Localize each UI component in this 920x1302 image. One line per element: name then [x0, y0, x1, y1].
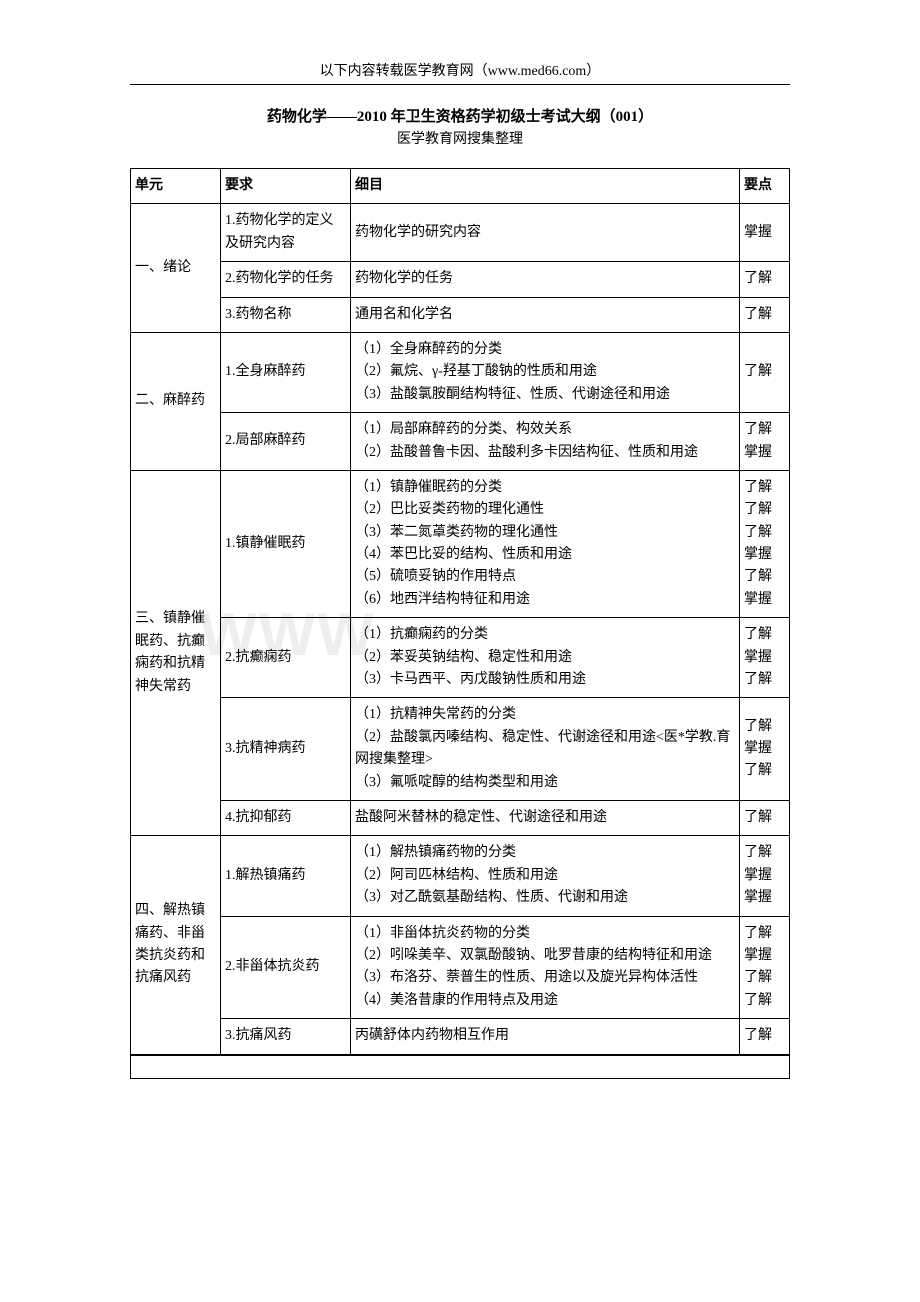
cell-point: 了解 掌握 掌握: [740, 836, 790, 916]
cell-req: 1.全身麻醉药: [221, 332, 351, 412]
table-row: 三、镇静催眠药、抗癫痫药和抗精神失常药1.镇静催眠药（1）镇静催眠药的分类 （2…: [131, 470, 790, 617]
cell-req: 3.抗精神病药: [221, 698, 351, 801]
cell-req: 1.镇静催眠药: [221, 470, 351, 617]
table-row: 3.药物名称通用名和化学名了解: [131, 297, 790, 332]
cell-detail: （1）抗癫痫药的分类 （2）苯妥英钠结构、稳定性和用途 （3）卡马西平、丙戊酸钠…: [351, 618, 740, 698]
cell-unit: 二、麻醉药: [131, 332, 221, 470]
cell-point: 了解 掌握 了解: [740, 698, 790, 801]
cell-req: 2.非甾体抗炎药: [221, 916, 351, 1019]
cell-detail: 盐酸阿米替林的稳定性、代谢途径和用途: [351, 800, 740, 835]
cell-unit: 四、解热镇痛药、非甾类抗炎药和抗痛风药: [131, 836, 221, 1054]
cell-point: 了解: [740, 262, 790, 297]
th-req: 要求: [221, 169, 351, 204]
cell-point: 了解 了解 了解 掌握 了解 掌握: [740, 470, 790, 617]
table-row: 四、解热镇痛药、非甾类抗炎药和抗痛风药1.解热镇痛药（1）解热镇痛药物的分类 （…: [131, 836, 790, 916]
cell-detail: 药物化学的研究内容: [351, 204, 740, 262]
cell-req: 1.解热镇痛药: [221, 836, 351, 916]
cell-req: 3.药物名称: [221, 297, 351, 332]
cell-point: 了解 掌握 了解: [740, 618, 790, 698]
table-row: 2.局部麻醉药（1）局部麻醉药的分类、构效关系 （2）盐酸普鲁卡因、盐酸利多卡因…: [131, 413, 790, 471]
header-source: 以下内容转载医学教育网（www.med66.com）: [130, 60, 790, 85]
th-unit: 单元: [131, 169, 221, 204]
cell-detail: （1）非甾体抗炎药物的分类 （2）吲哚美辛、双氯酚酸钠、吡罗昔康的结构特征和用途…: [351, 916, 740, 1019]
table-row: 二、麻醉药1.全身麻醉药（1）全身麻醉药的分类 （2）氟烷、γ-羟基丁酸钠的性质…: [131, 332, 790, 412]
table-row: 一、绪论1.药物化学的定义及研究内容药物化学的研究内容掌握: [131, 204, 790, 262]
table-row: 2.非甾体抗炎药（1）非甾体抗炎药物的分类 （2）吲哚美辛、双氯酚酸钠、吡罗昔康…: [131, 916, 790, 1019]
table-row: 2.药物化学的任务药物化学的任务了解: [131, 262, 790, 297]
cell-detail: 丙磺舒体内药物相互作用: [351, 1019, 740, 1054]
empty-row: [131, 1055, 790, 1078]
cell-req: 2.抗癫痫药: [221, 618, 351, 698]
cell-point: 了解: [740, 297, 790, 332]
table-row: 3.抗精神病药（1）抗精神失常药的分类 （2）盐酸氯丙嗪结构、稳定性、代谢途径和…: [131, 698, 790, 801]
cell-req: 2.局部麻醉药: [221, 413, 351, 471]
cell-unit: 一、绪论: [131, 204, 221, 333]
cell-detail: （1）解热镇痛药物的分类 （2）阿司匹林结构、性质和用途 （3）对乙酰氨基酚结构…: [351, 836, 740, 916]
cell-detail: （1）抗精神失常药的分类 （2）盐酸氯丙嗪结构、稳定性、代谢途径和用途<医*学教…: [351, 698, 740, 801]
cell-detail: （1）局部麻醉药的分类、构效关系 （2）盐酸普鲁卡因、盐酸利多卡因结构征、性质和…: [351, 413, 740, 471]
cell-detail: 药物化学的任务: [351, 262, 740, 297]
table-row: 3.抗痛风药丙磺舒体内药物相互作用了解: [131, 1019, 790, 1054]
th-point: 要点: [740, 169, 790, 204]
cell-req: 3.抗痛风药: [221, 1019, 351, 1054]
th-detail: 细目: [351, 169, 740, 204]
cell-point: 了解 掌握 了解 了解: [740, 916, 790, 1019]
table-row: 4.抗抑郁药盐酸阿米替林的稳定性、代谢途径和用途了解: [131, 800, 790, 835]
cell-req: 1.药物化学的定义及研究内容: [221, 204, 351, 262]
doc-subtitle: 医学教育网搜集整理: [130, 128, 790, 148]
cell-unit: 三、镇静催眠药、抗癫痫药和抗精神失常药: [131, 470, 221, 835]
cell-point: 了解: [740, 1019, 790, 1054]
table-header-row: 单元 要求 细目 要点: [131, 169, 790, 204]
trailing-row-table: [130, 1055, 790, 1079]
table-body: 一、绪论1.药物化学的定义及研究内容药物化学的研究内容掌握2.药物化学的任务药物…: [131, 204, 790, 1054]
cell-req: 2.药物化学的任务: [221, 262, 351, 297]
cell-detail: （1）镇静催眠药的分类 （2）巴比妥类药物的理化通性 （3）苯二氮䓬类药物的理化…: [351, 470, 740, 617]
cell-req: 4.抗抑郁药: [221, 800, 351, 835]
cell-detail: 通用名和化学名: [351, 297, 740, 332]
cell-point: 了解: [740, 332, 790, 412]
doc-title: 药物化学——2010 年卫生资格药学初级士考试大纲（001）: [130, 105, 790, 126]
table-row: 2.抗癫痫药（1）抗癫痫药的分类 （2）苯妥英钠结构、稳定性和用途 （3）卡马西…: [131, 618, 790, 698]
cell-detail: （1）全身麻醉药的分类 （2）氟烷、γ-羟基丁酸钠的性质和用途 （3）盐酸氯胺酮…: [351, 332, 740, 412]
syllabus-table: 单元 要求 细目 要点 一、绪论1.药物化学的定义及研究内容药物化学的研究内容掌…: [130, 168, 790, 1055]
cell-point: 掌握: [740, 204, 790, 262]
cell-point: 了解 掌握: [740, 413, 790, 471]
cell-point: 了解: [740, 800, 790, 835]
